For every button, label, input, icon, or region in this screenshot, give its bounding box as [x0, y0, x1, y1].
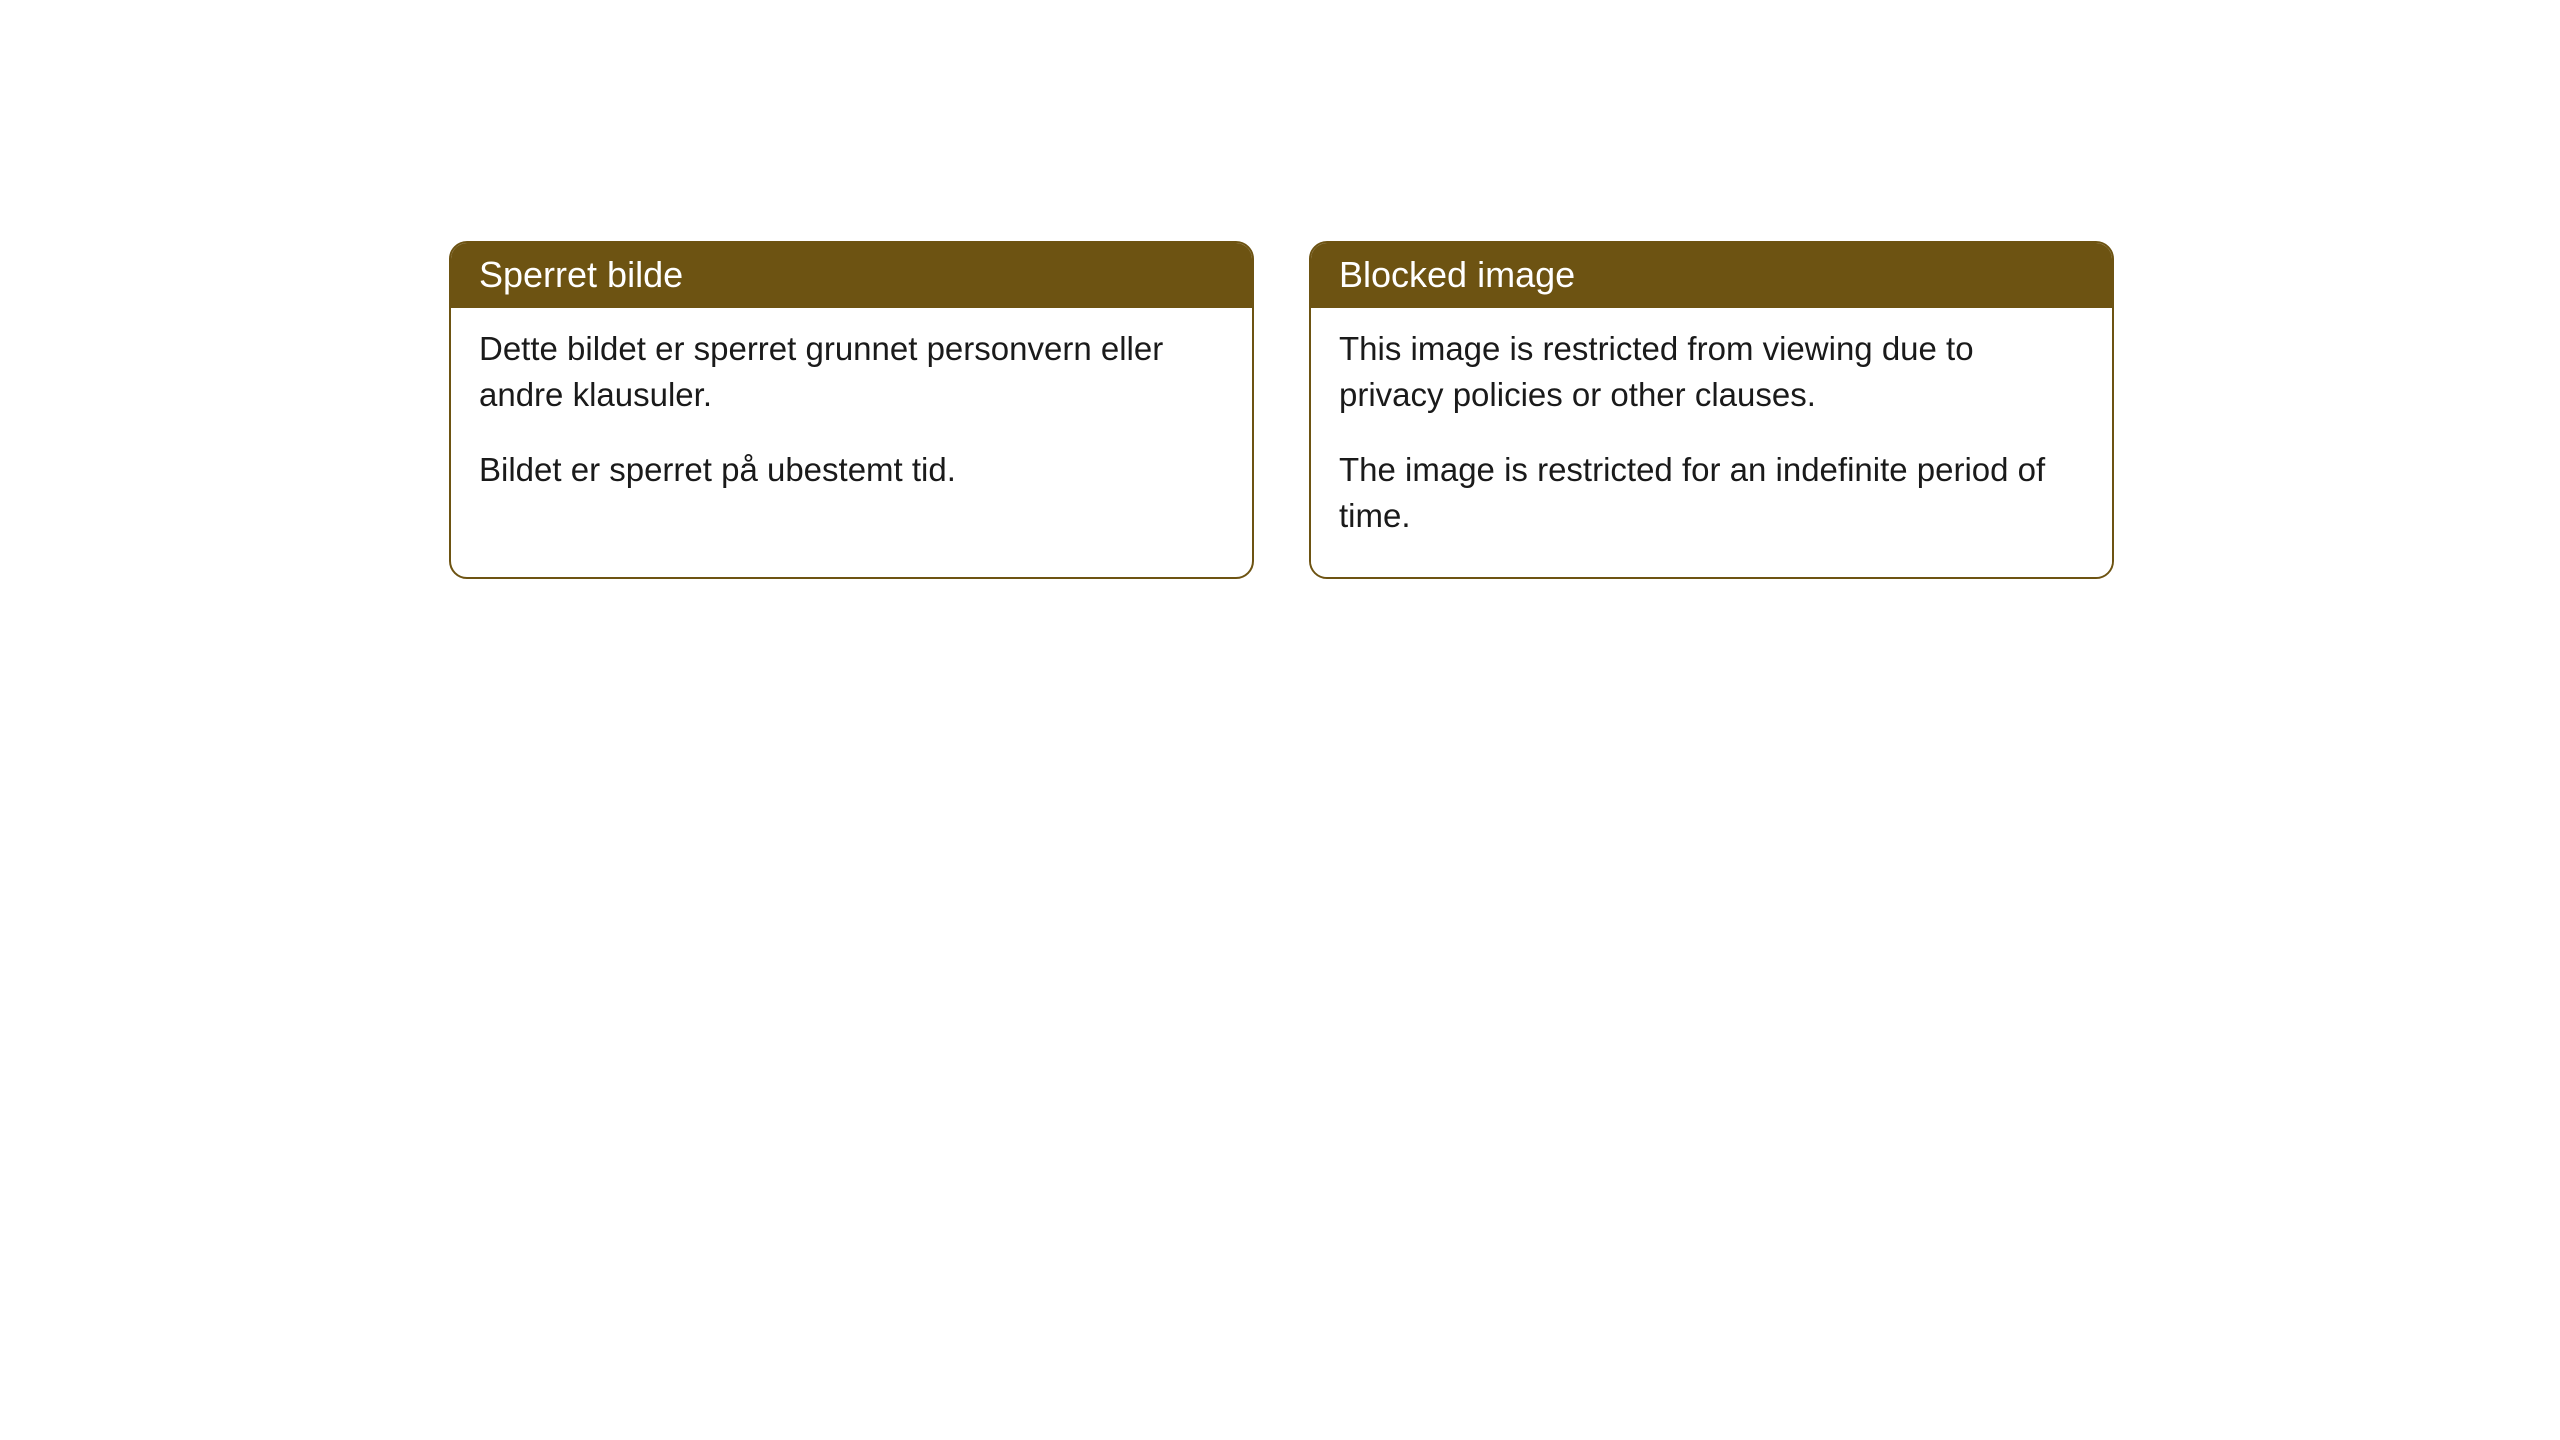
- notice-paragraph: Dette bildet er sperret grunnet personve…: [479, 326, 1224, 418]
- notice-paragraph: The image is restricted for an indefinit…: [1339, 447, 2084, 539]
- card-body: Dette bildet er sperret grunnet personve…: [451, 308, 1252, 531]
- notice-paragraph: Bildet er sperret på ubestemt tid.: [479, 447, 1224, 493]
- notice-card-norwegian: Sperret bilde Dette bildet er sperret gr…: [449, 241, 1254, 579]
- notice-card-english: Blocked image This image is restricted f…: [1309, 241, 2114, 579]
- notice-paragraph: This image is restricted from viewing du…: [1339, 326, 2084, 418]
- notice-container: Sperret bilde Dette bildet er sperret gr…: [449, 241, 2114, 579]
- card-title: Sperret bilde: [451, 243, 1252, 308]
- card-body: This image is restricted from viewing du…: [1311, 308, 2112, 577]
- card-title: Blocked image: [1311, 243, 2112, 308]
